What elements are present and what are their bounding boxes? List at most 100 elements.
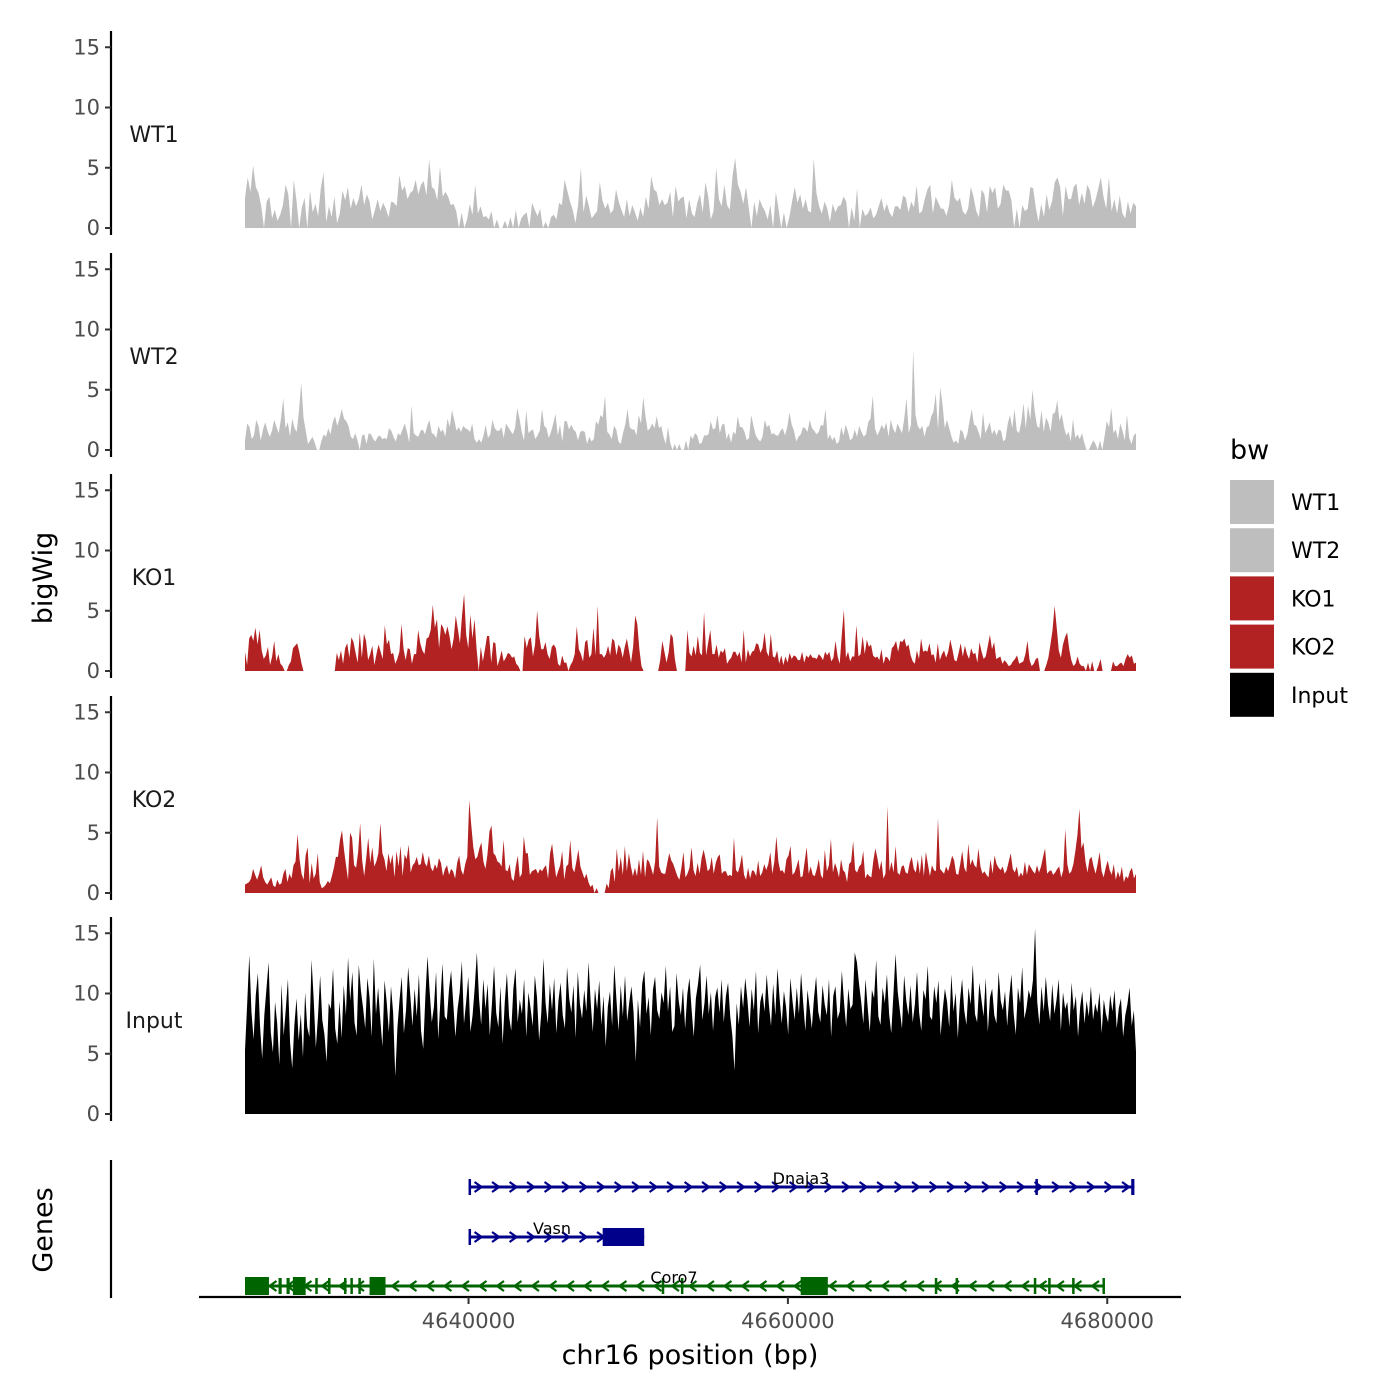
strand-chevron: [508, 1231, 519, 1243]
strand-chevron: [635, 1280, 645, 1292]
legend-swatch-ko2: [1230, 624, 1274, 669]
exon: [315, 1278, 318, 1294]
track-panel-wt2: 0 5 10 15 WT2: [73, 253, 1136, 462]
strand-chevron: [407, 1280, 418, 1292]
strand-chevron: [740, 1280, 750, 1292]
strand-chevron: [792, 1280, 803, 1292]
track-panel-wt1: 0 5 10 15 WT1: [73, 31, 1136, 240]
strand-chevron: [757, 1280, 768, 1292]
legend-swatch-wt1: [1230, 480, 1274, 524]
strand-chevron: [460, 1280, 470, 1292]
strand-chevron: [613, 1181, 624, 1193]
strand-chevron: [880, 1280, 890, 1292]
strand-chevron: [267, 1280, 278, 1292]
y-tick-label: 5: [87, 378, 100, 402]
exon: [934, 1278, 938, 1294]
strand-chevron: [1086, 1181, 1096, 1193]
strand-chevron: [473, 1181, 484, 1193]
exon: [1033, 1278, 1037, 1294]
gene-label-dnaja3: Dnaja3: [773, 1169, 830, 1188]
coverage-area-ko2: [245, 800, 1136, 893]
track-label-ko2: KO2: [132, 788, 177, 813]
strand-chevron: [390, 1280, 400, 1292]
strand-chevron: [775, 1280, 785, 1292]
legend-swatch-input: [1230, 672, 1274, 717]
y-tick-label: 15: [73, 921, 100, 945]
exon: [358, 1278, 361, 1294]
strand-chevron: [897, 1280, 908, 1292]
x-axis: 4640000 4660000 4680000: [199, 1295, 1181, 1333]
legend-title: bw: [1230, 435, 1269, 466]
strand-chevron: [578, 1231, 589, 1243]
strand-chevron: [491, 1181, 501, 1193]
strand-chevron: [526, 1231, 536, 1243]
strand-chevron: [473, 1231, 484, 1243]
x-tick-label: 4660000: [741, 1309, 835, 1333]
strand-chevron: [718, 1181, 729, 1193]
strand-chevron: [845, 1280, 855, 1292]
exon: [350, 1278, 353, 1294]
strand-chevron: [355, 1280, 365, 1292]
strand-chevron: [477, 1280, 488, 1292]
strand-chevron: [491, 1231, 501, 1243]
legend-label-wt2: WT2: [1291, 539, 1340, 564]
coverage-area-ko1: [245, 593, 1136, 671]
legend-label-input: Input: [1291, 684, 1348, 709]
y-tick-label: 0: [87, 438, 100, 462]
y-tick-label: 0: [87, 216, 100, 240]
strand-chevron: [705, 1280, 715, 1292]
legend-label-wt1: WT1: [1291, 491, 1340, 516]
strand-chevron: [561, 1181, 571, 1193]
strand-chevron: [806, 1181, 816, 1193]
exon: [1102, 1278, 1105, 1294]
strand-chevron: [862, 1280, 873, 1292]
strand-chevron: [823, 1181, 834, 1193]
strand-chevron: [985, 1280, 995, 1292]
strand-chevron: [442, 1280, 453, 1292]
x-axis-title: chr16 position (bp): [562, 1340, 819, 1371]
strand-chevron: [1051, 1181, 1061, 1193]
strand-chevron: [652, 1280, 663, 1292]
exon: [680, 1278, 684, 1294]
strand-chevron: [722, 1280, 733, 1292]
strand-chevron: [788, 1181, 799, 1193]
strand-chevron: [512, 1280, 523, 1292]
y-axis-title: bigWig: [28, 532, 59, 625]
y-tick-label: 0: [87, 881, 100, 905]
exon: [369, 1277, 386, 1295]
exon: [286, 1278, 290, 1294]
exon: [1035, 1179, 1038, 1195]
coverage-area-wt1: [245, 158, 1136, 228]
y-tick-label: 10: [73, 96, 100, 120]
strand-chevron: [981, 1181, 991, 1193]
strand-chevron: [1103, 1181, 1114, 1193]
strand-chevron: [508, 1181, 519, 1193]
strand-chevron: [666, 1181, 676, 1193]
x-tick-label: 4640000: [422, 1309, 516, 1333]
exon: [955, 1278, 959, 1294]
y-tick-label: 10: [73, 761, 100, 785]
gene-label-coro7: Coro7: [650, 1268, 697, 1287]
strand-chevron: [1002, 1280, 1013, 1292]
strand-chevron: [565, 1280, 575, 1292]
strand-chevron: [600, 1280, 610, 1292]
exon: [468, 1229, 472, 1245]
y-tick-label: 15: [73, 478, 100, 502]
strand-chevron: [670, 1280, 680, 1292]
legend-label-ko2: KO2: [1291, 636, 1336, 661]
y-tick-label: 5: [87, 599, 100, 623]
track-panel-input: 0 5 10 15 Input: [73, 917, 1136, 1126]
y-tick-label: 5: [87, 156, 100, 180]
strand-chevron: [1055, 1280, 1065, 1292]
exon: [344, 1278, 347, 1294]
strand-chevron: [687, 1280, 698, 1292]
strand-chevron: [841, 1181, 851, 1193]
strand-chevron: [932, 1280, 943, 1292]
strand-chevron: [617, 1280, 628, 1292]
exon: [1072, 1278, 1075, 1294]
strand-chevron: [631, 1181, 641, 1193]
strand-chevron: [946, 1181, 956, 1193]
x-tick-label: 4680000: [1060, 1309, 1154, 1333]
